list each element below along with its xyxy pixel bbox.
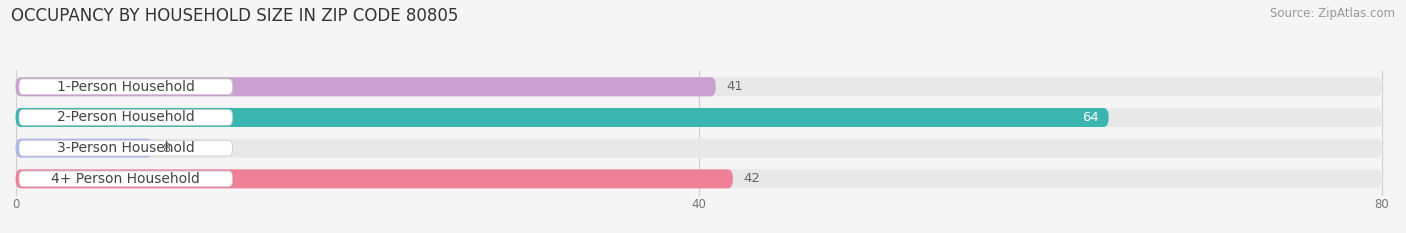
FancyBboxPatch shape <box>15 77 716 96</box>
Text: 4+ Person Household: 4+ Person Household <box>51 172 200 186</box>
Text: 2-Person Household: 2-Person Household <box>56 110 194 124</box>
FancyBboxPatch shape <box>20 79 232 95</box>
FancyBboxPatch shape <box>20 140 232 156</box>
Text: 8: 8 <box>163 142 170 155</box>
FancyBboxPatch shape <box>20 171 232 187</box>
Text: 41: 41 <box>725 80 742 93</box>
FancyBboxPatch shape <box>15 108 1108 127</box>
Text: 64: 64 <box>1081 111 1098 124</box>
Text: 3-Person Household: 3-Person Household <box>56 141 194 155</box>
Text: 42: 42 <box>744 172 761 185</box>
Text: 1-Person Household: 1-Person Household <box>56 80 194 94</box>
FancyBboxPatch shape <box>20 110 232 125</box>
FancyBboxPatch shape <box>15 139 1382 158</box>
Text: Source: ZipAtlas.com: Source: ZipAtlas.com <box>1270 7 1395 20</box>
FancyBboxPatch shape <box>15 108 1382 127</box>
FancyBboxPatch shape <box>15 139 152 158</box>
Text: OCCUPANCY BY HOUSEHOLD SIZE IN ZIP CODE 80805: OCCUPANCY BY HOUSEHOLD SIZE IN ZIP CODE … <box>11 7 458 25</box>
FancyBboxPatch shape <box>15 77 1382 96</box>
FancyBboxPatch shape <box>15 169 1382 188</box>
FancyBboxPatch shape <box>15 169 733 188</box>
